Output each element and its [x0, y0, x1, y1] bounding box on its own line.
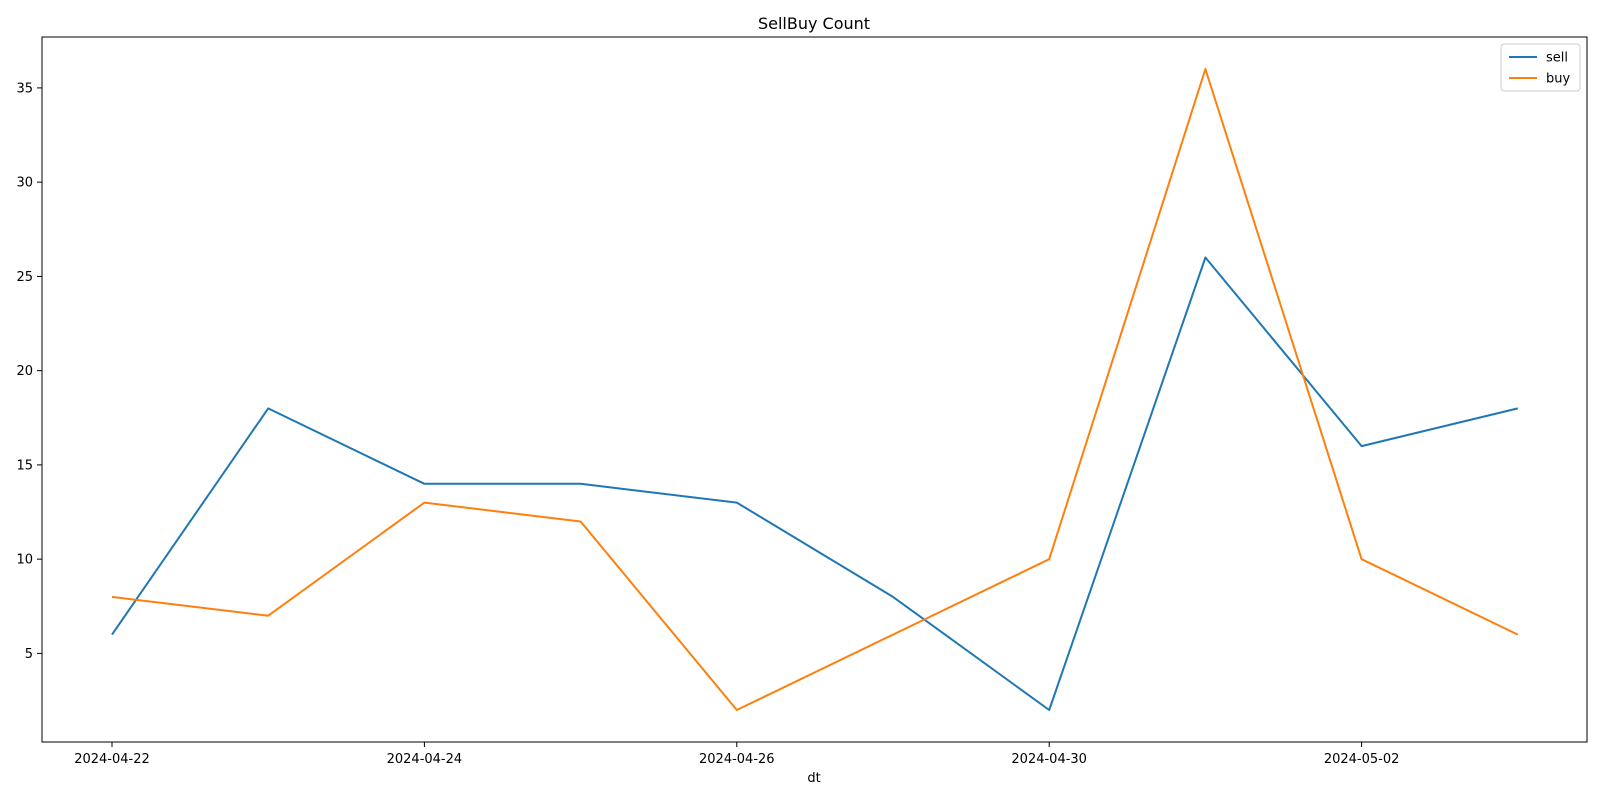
y-axis: 5 10 15 20 25 30 35	[16, 81, 42, 662]
chart-title: SellBuy Count	[758, 14, 870, 33]
x-tick-label: 2024-04-24	[387, 752, 463, 767]
y-tick-label: 35	[16, 81, 33, 96]
legend: sell buy	[1500, 43, 1581, 92]
plot-frame	[41, 36, 1588, 743]
x-axis: 2024-04-22 2024-04-24 2024-04-26 2024-04-30…	[74, 742, 1399, 767]
y-tick-label: 10	[16, 553, 33, 568]
y-tick-label: 25	[16, 270, 33, 285]
series-line-buy	[111, 68, 1519, 711]
plot-area	[41, 36, 1588, 743]
series-line-sell	[111, 256, 1519, 711]
x-tick-label: 2024-04-26	[699, 752, 775, 767]
x-axis-label: dt	[807, 771, 820, 786]
x-tick-label: 2024-05-02	[1324, 752, 1400, 767]
y-tick-label: 30	[16, 176, 33, 191]
legend-label-sell: sell	[1546, 51, 1568, 66]
y-tick-label: 5	[25, 647, 33, 662]
y-tick-label: 15	[16, 458, 33, 473]
series-layer	[111, 68, 1519, 711]
y-tick-label: 20	[16, 364, 33, 379]
legend-label-buy: buy	[1546, 72, 1570, 87]
x-tick-label: 2024-04-30	[1011, 752, 1087, 767]
x-tick-label: 2024-04-22	[74, 752, 150, 767]
legend-frame	[1500, 43, 1581, 92]
